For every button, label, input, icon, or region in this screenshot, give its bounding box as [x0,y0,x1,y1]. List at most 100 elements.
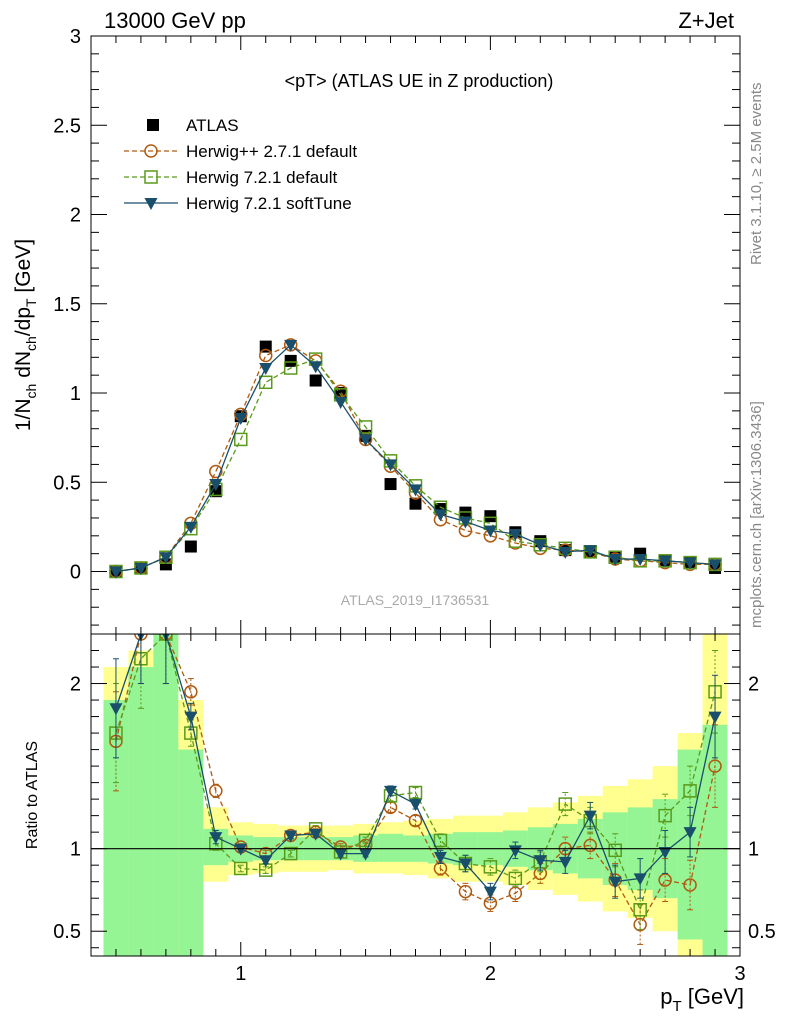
ratio-point [209,784,223,798]
legend-marker [144,144,158,158]
ratio-point [259,855,273,868]
ratio-y-tick-label: 0.5 [53,921,81,943]
data-point [683,557,697,570]
ratio-point [558,856,572,869]
series-line [115,344,716,573]
y-tick-label: 1.5 [53,294,81,316]
ratio-point [708,711,722,724]
data-point [409,484,422,497]
series-atlas [109,340,722,578]
data-point [283,361,298,375]
series-herwig-7-2-1-softtune [109,339,722,579]
ratio-point [109,703,123,716]
ratio-point [608,876,622,889]
ratio-point [508,886,523,901]
ratio-point [358,833,373,848]
data-point [234,432,248,447]
data-point [284,339,298,352]
ratio-point [184,685,198,699]
legend-marker [144,170,158,184]
data-point [583,545,597,558]
ratio-y-tick-label: 1 [70,839,81,861]
ratio-point [483,860,498,874]
analysis-watermark: ATLAS_2019_I1736531 [341,592,490,608]
header-left: 13000 GeV pp [104,8,246,33]
data-point [134,562,148,575]
data-point [433,509,447,522]
legend: ATLAS Herwig++ 2.7.1 default Herwig 7.2.1 … [124,116,357,213]
data-point [384,459,398,472]
ratio-point [708,759,722,773]
series-line [115,358,716,573]
data-point [708,559,722,572]
y-tick-label: 0 [70,562,81,584]
ratio-point [683,878,697,892]
legend-label: Herwig 7.2.1 default [186,168,337,187]
series-herwig-2-7-1-default [109,338,722,579]
ratio-point [558,797,573,811]
rivet-version-text: Rivet 3.1.10, ≥ 2.5M events [748,83,765,266]
ratio-point [408,813,423,828]
ratio-y-tick-label-right: 2 [748,674,759,696]
legend-label: Herwig 7.2.1 softTune [186,194,352,213]
ratio-point [283,846,298,861]
data-point [458,516,472,529]
ratio-point [433,851,447,864]
data-point [309,361,323,374]
ratio-y-tick-label-right: 1 [748,839,759,861]
ratio-point [458,884,473,899]
ratio-point [334,848,348,861]
y-tick-label: 2 [70,205,81,227]
data-point [109,566,123,579]
data-point [334,396,348,409]
ratio-point [408,785,423,800]
legend-label: ATLAS [186,116,239,135]
ratio-point [608,843,622,858]
main-ylabel: 1/Nch dNch/dpT [GeV] [12,239,39,431]
ratio-point [433,833,448,848]
ratio-y-tick-label: 2 [70,674,81,696]
data-point [558,546,572,559]
data-point [358,420,373,434]
legend-marker [144,198,158,210]
data-point [658,555,672,568]
data-point [309,374,322,387]
ratio-point [409,799,422,812]
ratio-point [284,830,298,843]
ratio-point [384,785,398,798]
ratio-point [658,873,672,887]
uncertainty-band-inner [128,667,154,956]
x-axis-label: pT [GeV] [660,984,744,1015]
header-right: Z+Jet [678,8,734,33]
y-tick-label: 1 [70,383,81,405]
y-tick-label: 3 [70,26,81,48]
data-point [159,552,173,565]
chart-title: <pT> (ATLAS UE in Z production) [285,71,554,91]
data-point [209,464,223,479]
data-point [258,375,273,390]
data-point [234,413,248,426]
data-point [484,510,497,523]
ratio-point [683,827,697,840]
data-point [409,497,422,510]
data-point [184,540,197,553]
data-point [633,554,647,567]
ratio-point [184,711,198,724]
ratio-point [209,832,223,845]
ratio-point [309,828,323,841]
ratio-point [633,917,647,932]
x-tick-label: 1 [235,963,246,985]
series-line [115,343,716,573]
ratio-point [234,861,248,876]
ratio-point [508,871,523,886]
y-tick-label: 2.5 [53,115,81,137]
y-tick-label: 0.5 [53,472,81,494]
series-herwig-7-2-1-default [109,352,722,579]
ratio-point [633,873,647,886]
ratio-point [658,846,672,859]
data-point [608,554,622,567]
legend-label: Herwig++ 2.7.1 default [186,142,357,161]
uncertainty-band-inner [178,749,204,956]
ratio-series-herwig-7-2-1-softtune [109,634,722,901]
